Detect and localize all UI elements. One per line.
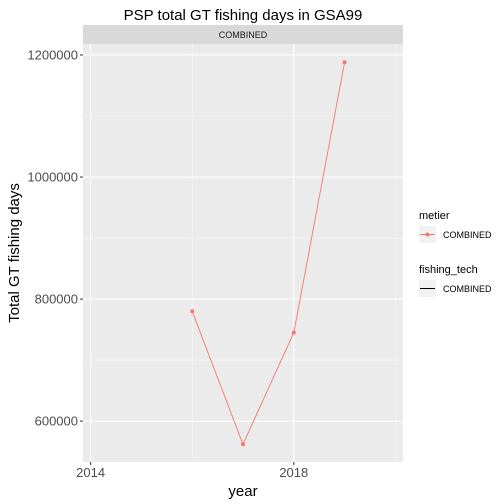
data-point (241, 442, 245, 447)
chart-title: PSP total GT fishing days in GSA99 (124, 7, 363, 24)
y-tick-label: 1200000 (27, 47, 78, 62)
data-point (190, 309, 195, 314)
series-line (191, 62, 346, 446)
grid-minor (83, 44, 403, 462)
legend-title-metier: metier (419, 210, 450, 222)
y-tick-label: 1000000 (27, 170, 78, 185)
y-tick-label: 800000 (35, 292, 78, 307)
legend: metier COMBINED fishing_tech COMBINED (419, 210, 492, 297)
grid-major (83, 44, 403, 462)
x-tick-label: 2018 (279, 465, 308, 480)
legend-title-fishing-tech: fishing_tech (419, 264, 478, 276)
y-axis-title: Total GT fishing days (6, 183, 23, 323)
legend-label-fishing-tech: COMBINED (443, 284, 492, 294)
x-axis-title: year (228, 483, 257, 500)
plot-panel (83, 44, 403, 462)
series-layer (190, 60, 347, 447)
legend-key-metier-point (425, 232, 430, 237)
facet-strip-label: COMBINED (219, 30, 268, 40)
x-tick-label: 2014 (76, 465, 105, 480)
y-tick-label: 600000 (35, 414, 78, 429)
axis-tick-labels: 2014 2018 600000 800000 1000000 1200000 (27, 47, 308, 480)
data-point (291, 330, 296, 335)
data-point (342, 60, 347, 65)
facet-strip (83, 25, 403, 44)
legend-label-metier: COMBINED (443, 230, 492, 240)
axis-ticks (80, 54, 295, 465)
